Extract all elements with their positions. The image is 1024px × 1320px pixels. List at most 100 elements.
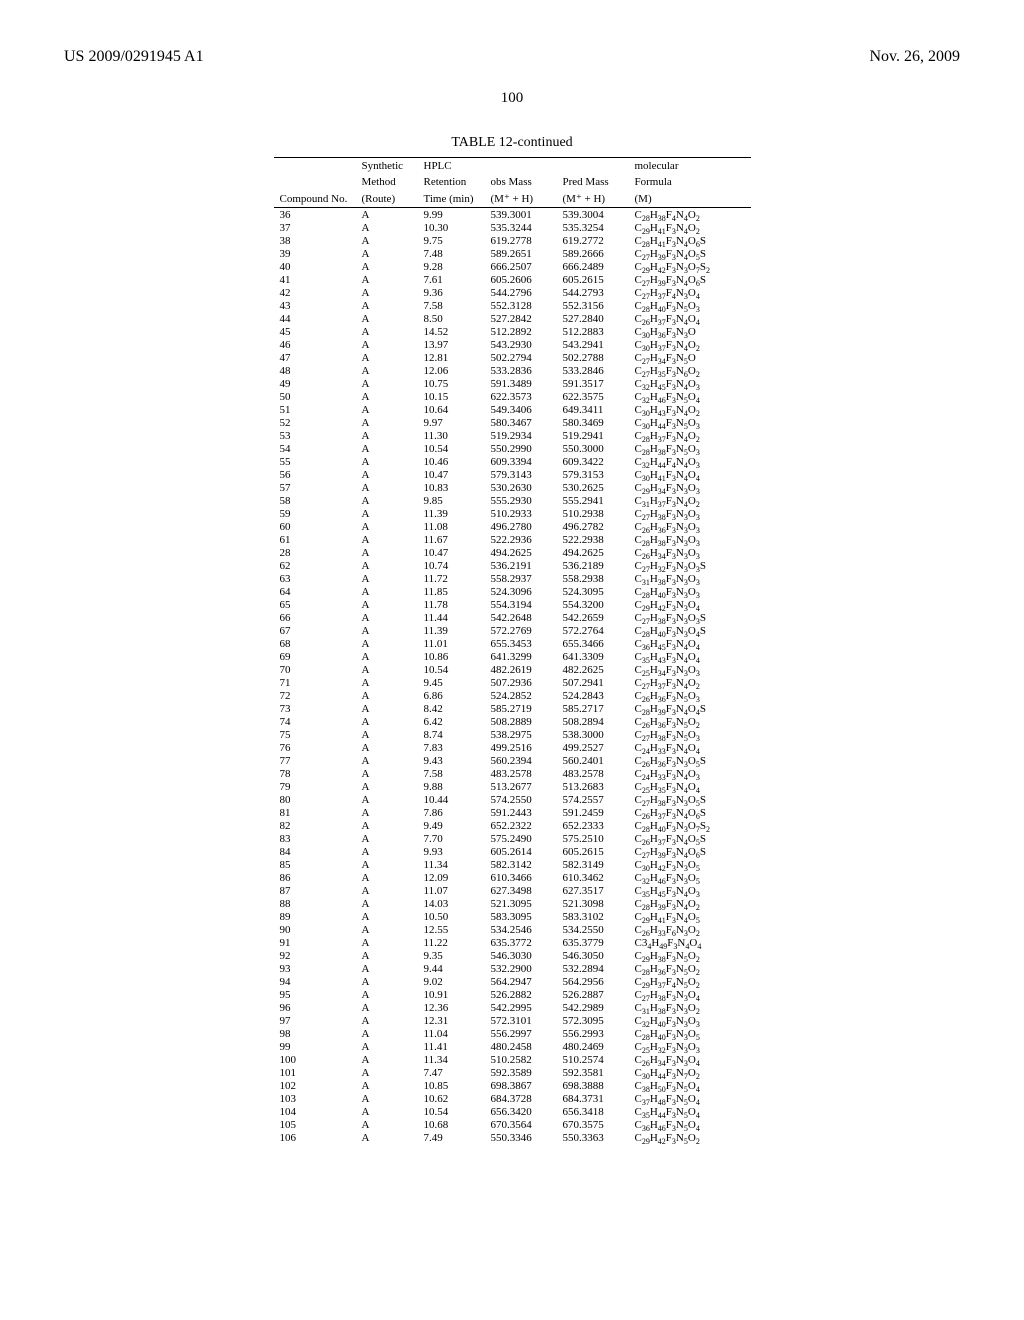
cell-time: 10.85 [418, 1079, 485, 1092]
cell-pred: 652.2333 [557, 819, 629, 832]
cell-compno: 47 [274, 351, 356, 364]
col-hplc-1: HPLC [418, 158, 485, 175]
cell-obs: 544.2796 [485, 286, 557, 299]
cell-time: 9.02 [418, 975, 485, 988]
cell-formula: C27H38F3N5O3 [629, 728, 751, 741]
cell-time: 10.47 [418, 468, 485, 481]
table-row: 78A7.58483.2578483.2578C24H33F3N4O3 [274, 767, 751, 780]
cell-method: A [356, 819, 418, 832]
table-row: 58A9.85555.2930555.2941C31H37F3N4O2 [274, 494, 751, 507]
cell-formula: C35H44F3N5O4 [629, 1105, 751, 1118]
cell-method: A [356, 520, 418, 533]
cell-obs: 539.3001 [485, 208, 557, 222]
cell-pred: 555.2941 [557, 494, 629, 507]
cell-formula: C29H37F4N5O2 [629, 975, 751, 988]
cell-pred: 698.3888 [557, 1079, 629, 1092]
cell-formula: C28H38F3N5O3 [629, 442, 751, 455]
header-right: Nov. 26, 2009 [869, 48, 960, 66]
cell-pred: 482.2625 [557, 663, 629, 676]
cell-compno: 75 [274, 728, 356, 741]
cell-obs: 684.3728 [485, 1092, 557, 1105]
cell-compno: 40 [274, 260, 356, 273]
cell-time: 10.86 [418, 650, 485, 663]
cell-compno: 99 [274, 1040, 356, 1053]
cell-compno: 98 [274, 1027, 356, 1040]
cell-method: A [356, 416, 418, 429]
table-row: 64A11.85524.3096524.3095C28H40F3N3O3 [274, 585, 751, 598]
cell-compno: 63 [274, 572, 356, 585]
cell-pred: 519.2941 [557, 429, 629, 442]
cell-obs: 574.2550 [485, 793, 557, 806]
cell-compno: 65 [274, 598, 356, 611]
table-row: 63A11.72558.2937558.2938C31H38F3N3O3 [274, 572, 751, 585]
cell-time: 10.54 [418, 442, 485, 455]
cell-method: A [356, 832, 418, 845]
cell-formula: C27H38F3N3O3 [629, 507, 751, 520]
table-row: 94A9.02564.2947564.2956C29H37F4N5O2 [274, 975, 751, 988]
cell-obs: 554.3194 [485, 598, 557, 611]
cell-method: A [356, 936, 418, 949]
table-row: 79A9.88513.2677513.2683C25H35F3N4O4 [274, 780, 751, 793]
cell-time: 12.81 [418, 351, 485, 364]
cell-pred: 550.3363 [557, 1131, 629, 1144]
col-formula-1: Formula [629, 174, 751, 190]
cell-time: 10.75 [418, 377, 485, 390]
cell-compno: 51 [274, 403, 356, 416]
table-row: 105A10.68670.3564670.3575C36H46F3N5O4 [274, 1118, 751, 1131]
cell-time: 9.93 [418, 845, 485, 858]
cell-time: 11.30 [418, 429, 485, 442]
table-row: 44A8.50527.2842527.2840C26H37F3N4O4 [274, 312, 751, 325]
table-row: 51A10.64549.3406649.3411C30H43F3N4O2 [274, 403, 751, 416]
cell-pred: 534.2550 [557, 923, 629, 936]
cell-obs: 585.2719 [485, 702, 557, 715]
table-row: 38A9.75619.2778619.2772C28H41F3N4O6S [274, 234, 751, 247]
cell-compno: 43 [274, 299, 356, 312]
cell-time: 10.74 [418, 559, 485, 572]
table-row: 103A10.62684.3728684.3731C37H48F3N5O4 [274, 1092, 751, 1105]
cell-time: 11.34 [418, 1053, 485, 1066]
cell-time: 9.75 [418, 234, 485, 247]
cell-obs: 605.2606 [485, 273, 557, 286]
cell-time: 12.06 [418, 364, 485, 377]
cell-formula: C27H37F4N3O4 [629, 286, 751, 299]
table-row: 76A7.83499.2516499.2527C24H33F3N4O4 [274, 741, 751, 754]
cell-method: A [356, 377, 418, 390]
cell-time: 9.88 [418, 780, 485, 793]
cell-method: A [356, 793, 418, 806]
table-row: 69A10.86641.3299641.3309C35H43F3N4O4 [274, 650, 751, 663]
cell-formula: C25H34F3N3O3 [629, 663, 751, 676]
table-row: 48A12.06533.2836533.2846C27H35F3N6O2 [274, 364, 751, 377]
cell-pred: 527.2840 [557, 312, 629, 325]
cell-pred: 582.3149 [557, 858, 629, 871]
cell-method: A [356, 754, 418, 767]
cell-compno: 106 [274, 1131, 356, 1144]
cell-obs: 543.2930 [485, 338, 557, 351]
cell-pred: 546.3050 [557, 949, 629, 962]
cell-formula: C30H42F3N3O5 [629, 858, 751, 871]
cell-formula: C28H36F3N5O2 [629, 962, 751, 975]
cell-obs: 496.2780 [485, 520, 557, 533]
cell-obs: 533.2836 [485, 364, 557, 377]
cell-formula: C28H38F3N3O3 [629, 533, 751, 546]
table-row: 98A11.04556.2997556.2993C28H40F3N3O5 [274, 1027, 751, 1040]
cell-method: A [356, 234, 418, 247]
cell-pred: 539.3004 [557, 208, 629, 222]
cell-pred: 656.3418 [557, 1105, 629, 1118]
cell-formula: C25H35F3N4O4 [629, 780, 751, 793]
table-row: 43A7.58552.3128552.3156C28H40F3N5O3 [274, 299, 751, 312]
cell-pred: 502.2788 [557, 351, 629, 364]
cell-compno: 76 [274, 741, 356, 754]
cell-obs: 542.2995 [485, 1001, 557, 1014]
table-row: 62A10.74536.2191536.2189C27H32F3N3O3S [274, 559, 751, 572]
cell-compno: 67 [274, 624, 356, 637]
cell-formula: C30H44F3N5O3 [629, 416, 751, 429]
table-row: 106A7.49550.3346550.3363C29H42F3N5O2 [274, 1131, 751, 1144]
cell-method: A [356, 1040, 418, 1053]
cell-formula: C27H38F3N3O5S [629, 793, 751, 806]
cell-pred: 542.2659 [557, 611, 629, 624]
table-row: 67A11.39572.2769572.2764C28H40F3N3O4S [274, 624, 751, 637]
cell-obs: 521.3095 [485, 897, 557, 910]
cell-pred: 670.3575 [557, 1118, 629, 1131]
cell-formula: C32H46F3N5O4 [629, 390, 751, 403]
cell-compno: 102 [274, 1079, 356, 1092]
